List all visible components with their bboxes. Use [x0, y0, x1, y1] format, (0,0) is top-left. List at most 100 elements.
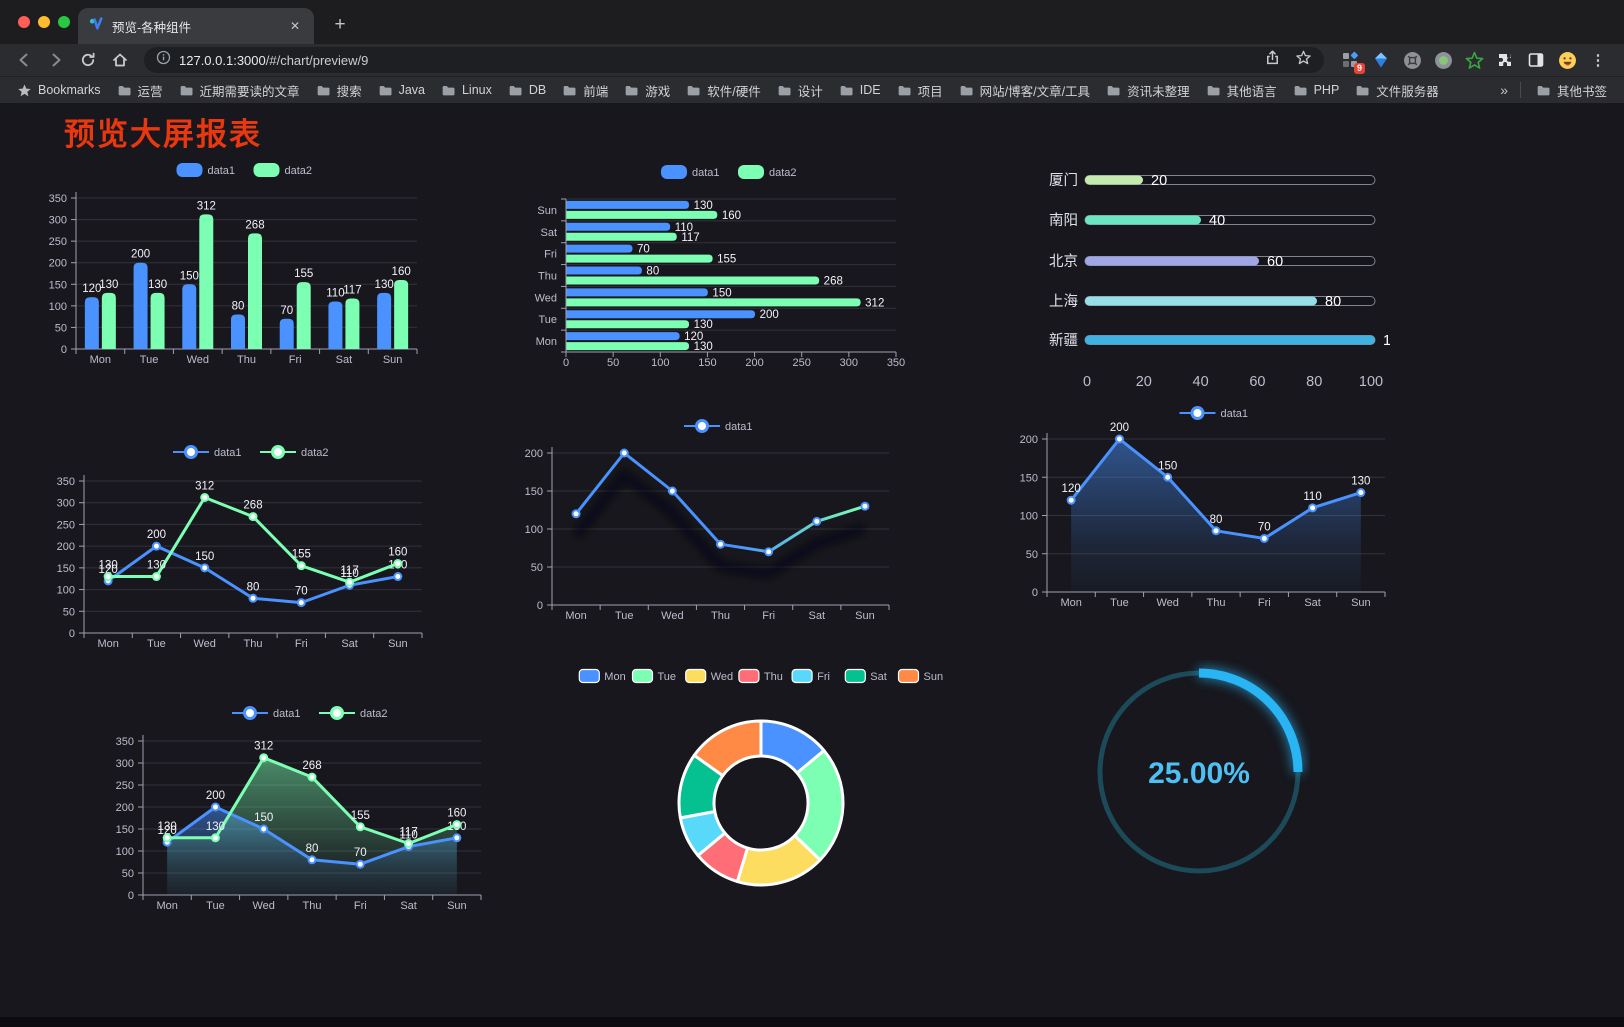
- folder-icon: [840, 85, 853, 95]
- bookmark-folder[interactable]: 前端: [555, 78, 615, 103]
- browser-tab[interactable]: 预览-各种组件 ✕: [78, 8, 314, 44]
- site-info-icon[interactable]: [156, 50, 171, 70]
- bookmark-label: 设计: [797, 84, 823, 99]
- svg-text:300: 300: [49, 215, 67, 227]
- share-icon[interactable]: [1264, 49, 1281, 71]
- minimize-window-button[interactable]: [38, 16, 50, 28]
- svg-text:data2: data2: [301, 447, 329, 459]
- bookmark-folder[interactable]: 项目: [890, 78, 950, 103]
- gauge-chart[interactable]: 25.00%: [1090, 660, 1310, 885]
- folder-icon: [509, 85, 522, 95]
- legend[interactable]: data1: [684, 419, 753, 434]
- tab-close-icon[interactable]: ✕: [289, 19, 300, 33]
- svg-text:120: 120: [1062, 483, 1081, 495]
- svg-text:110: 110: [326, 288, 344, 300]
- svg-text:data1: data1: [725, 421, 753, 433]
- bookmarks-overflow-chevron[interactable]: »: [1500, 82, 1508, 98]
- bookmark-folder[interactable]: IDE: [832, 78, 888, 103]
- bookmark-folder[interactable]: 近期需要读的文章: [172, 78, 307, 103]
- bookmark-folder[interactable]: 资讯未整理: [1099, 78, 1197, 103]
- area-chart-single-series[interactable]: 0 50 100 150 200 Mon Tue Wed Thu Fri Sat Sun 120 200 1…: [983, 390, 1403, 615]
- url-text[interactable]: 127.0.0.1:3000/#/chart/preview/9: [179, 53, 368, 68]
- bookmark-folder[interactable]: 其他语言: [1199, 78, 1284, 103]
- svg-text:130: 130: [1351, 476, 1370, 488]
- bookmark-folder[interactable]: 游戏: [617, 78, 677, 103]
- folder-icon: [379, 85, 392, 95]
- legend[interactable]: data1 data2: [176, 163, 313, 177]
- line-chart-two-series[interactable]: 0 50 100 150 200 250 300 350 Mon Tue Wed Thu Fri Sat S…: [30, 430, 450, 658]
- reload-icon[interactable]: [74, 47, 102, 73]
- svg-text:Mon: Mon: [97, 638, 118, 650]
- svg-text:50: 50: [55, 322, 67, 334]
- star-outline-extension-icon[interactable]: [1464, 50, 1484, 70]
- donut-chart[interactable]: Mon Tue Wed Thu Fri Sat Sun: [565, 660, 957, 895]
- gradient-line-chart[interactable]: 0 50 100 150 200 Mon Tue Wed Thu Fri Sat Sun data1: [495, 400, 905, 628]
- close-window-button[interactable]: [18, 16, 30, 28]
- svg-text:Sat: Sat: [540, 227, 557, 239]
- bookmark-label: Java: [398, 83, 425, 97]
- bookmark-folder[interactable]: DB: [501, 78, 553, 103]
- record-circle-extension-icon[interactable]: [1433, 50, 1453, 70]
- dashboard-page: 预览大屏报表 0 50 100 150 200 250 300 350 Mon Tue Wed Thu…: [0, 103, 1624, 1027]
- command-circle-extension-icon[interactable]: [1402, 50, 1422, 70]
- bookmark-folder[interactable]: 设计: [770, 78, 830, 103]
- bookmark-folder[interactable]: 文件服务器: [1348, 78, 1446, 103]
- svg-text:70: 70: [280, 305, 293, 317]
- bookmark-folder[interactable]: Linux: [434, 78, 499, 103]
- svg-text:160: 160: [392, 266, 411, 278]
- svg-text:南阳: 南阳: [1049, 212, 1078, 229]
- legend[interactable]: data1 data2: [661, 165, 797, 179]
- svg-text:100: 100: [651, 357, 669, 369]
- legend[interactable]: data1: [1179, 406, 1249, 421]
- bookmark-label: Bookmarks: [38, 83, 101, 97]
- back-icon[interactable]: [10, 47, 38, 73]
- bookmark-folder[interactable]: 网站/博客/文章/工具: [952, 78, 1097, 103]
- svg-text:250: 250: [793, 357, 811, 369]
- bookmark-label: Linux: [461, 83, 492, 97]
- svg-text:160: 160: [388, 547, 407, 559]
- svg-text:155: 155: [294, 268, 313, 280]
- svg-text:Fri: Fri: [289, 354, 302, 366]
- menu-icon[interactable]: ⋮: [1590, 52, 1606, 69]
- gem-extension-icon[interactable]: [1371, 50, 1391, 70]
- bookmark-folder[interactable]: 搜索: [309, 78, 369, 103]
- bookmark-folder[interactable]: 运营: [110, 78, 170, 103]
- new-tab-button[interactable]: +: [334, 14, 346, 35]
- svg-text:Fri: Fri: [544, 249, 557, 261]
- svg-text:200: 200: [1020, 434, 1038, 446]
- svg-text:Tue: Tue: [1110, 597, 1129, 609]
- other-bookmarks-folder[interactable]: 其他书签: [1529, 78, 1614, 103]
- window-controls[interactable]: [18, 16, 70, 28]
- legend[interactable]: Mon Tue Wed Thu Fri Sat Sun: [578, 668, 943, 684]
- bookmark-star-icon[interactable]: [1295, 49, 1312, 71]
- svg-text:上海: 上海: [1049, 293, 1078, 310]
- folder-icon: [778, 85, 791, 95]
- svg-text:150: 150: [1020, 472, 1038, 484]
- progress-bar-chart[interactable]: 厦门 20 南阳 40 北京 60 上海 80 新疆 100 0 20 40 60 80 100: [1000, 155, 1407, 395]
- address-bar[interactable]: 127.0.0.1:3000/#/chart/preview/9: [144, 47, 1324, 73]
- svg-text:Wed: Wed: [535, 292, 557, 304]
- bookmark-item-bookmarks[interactable]: Bookmarks: [10, 80, 108, 101]
- svg-text:Wed: Wed: [1157, 597, 1179, 609]
- puzzle-extensions-icon[interactable]: [1495, 50, 1515, 70]
- legend[interactable]: data1 data2: [232, 706, 388, 721]
- grouped-bar-chart[interactable]: 0 50 100 150 200 250 300 350 Mon Tue Wed Thu Fri Sat S…: [30, 150, 450, 380]
- folder-icon: [687, 85, 700, 95]
- area-chart-two-series[interactable]: 0 50 100 150 200 250 300 350 Mon Tue Wed Thu Fri Sat S…: [100, 665, 520, 920]
- bookmark-folder[interactable]: PHP: [1286, 78, 1347, 103]
- bookmark-folder[interactable]: Java: [371, 78, 432, 103]
- svg-text:117: 117: [399, 827, 417, 839]
- forward-icon[interactable]: [42, 47, 70, 73]
- horizontal-bar-chart[interactable]: 0 50 100 150 200 250 300 350 Sun 130 160 Sat 110 117 F…: [500, 152, 910, 374]
- emoji-extension-icon[interactable]: [1557, 50, 1577, 70]
- grid-extension-icon[interactable]: 9: [1340, 50, 1365, 74]
- home-icon[interactable]: [106, 47, 134, 73]
- legend[interactable]: data1 data2: [173, 445, 329, 460]
- svg-text:312: 312: [197, 200, 216, 212]
- maximize-window-button[interactable]: [58, 16, 70, 28]
- sidebar-icon[interactable]: [1526, 50, 1546, 70]
- bookmark-folder[interactable]: 软件/硬件: [679, 78, 767, 103]
- svg-text:Wed: Wed: [187, 354, 209, 366]
- svg-text:120: 120: [158, 825, 177, 837]
- svg-text:100: 100: [57, 585, 75, 597]
